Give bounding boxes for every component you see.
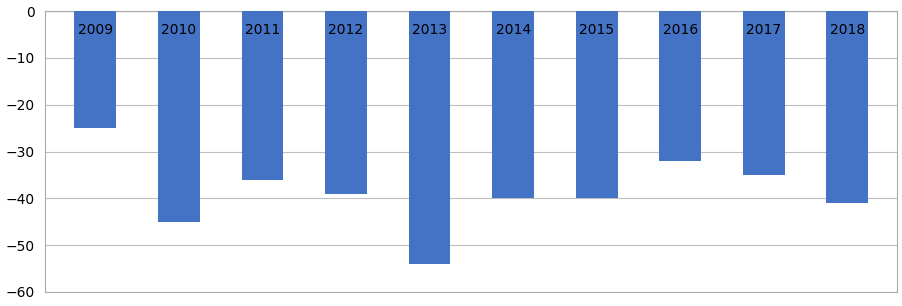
Text: 2018: 2018	[829, 23, 864, 37]
Text: 2013: 2013	[411, 23, 446, 37]
Text: 2016: 2016	[662, 23, 697, 37]
Bar	[825, 11, 867, 203]
Bar	[409, 11, 450, 264]
Text: 2009: 2009	[78, 23, 113, 37]
Bar	[74, 11, 116, 128]
Bar	[742, 11, 784, 175]
Text: 2014: 2014	[495, 23, 530, 37]
Bar	[242, 11, 283, 180]
Bar	[658, 11, 700, 161]
Text: 2010: 2010	[161, 23, 197, 37]
Bar	[325, 11, 366, 194]
Text: 2015: 2015	[578, 23, 613, 37]
Text: 2017: 2017	[745, 23, 780, 37]
Text: 2011: 2011	[244, 23, 280, 37]
Bar	[158, 11, 199, 222]
Text: 2012: 2012	[328, 23, 364, 37]
Bar	[575, 11, 617, 198]
Bar	[492, 11, 533, 198]
